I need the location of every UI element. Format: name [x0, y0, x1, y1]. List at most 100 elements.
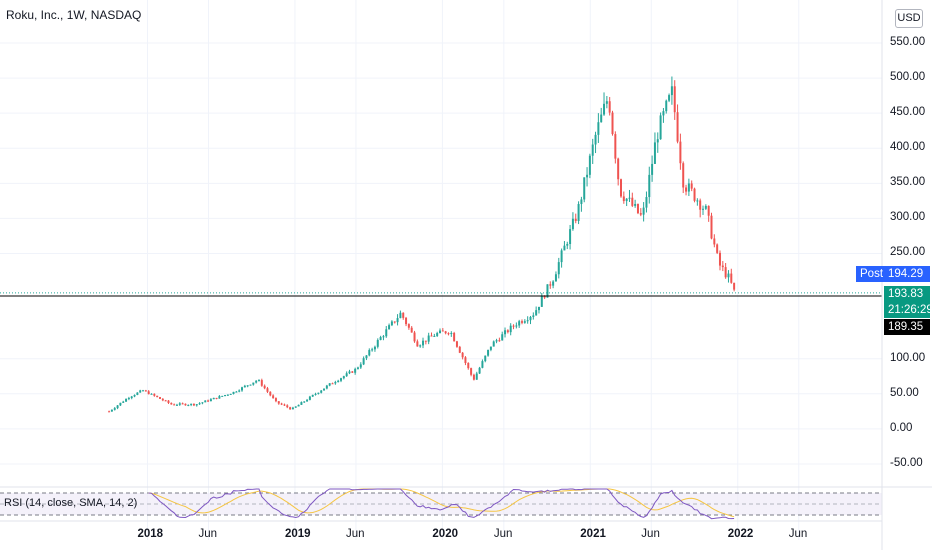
candle-body [249, 384, 252, 386]
candle-body [634, 203, 637, 206]
candle-body [379, 337, 382, 341]
candle-body [546, 284, 549, 298]
candle-body [359, 364, 362, 368]
candle-body [515, 325, 518, 327]
candle-body [314, 393, 317, 395]
candle-body [356, 367, 359, 369]
candle-body [362, 358, 365, 365]
candle-body [659, 115, 662, 140]
rsi-indicator-label[interactable]: RSI (14, close, SMA, 14, 2) [4, 497, 138, 509]
candle-body [142, 390, 145, 392]
candle-body [266, 388, 269, 392]
candle-body [518, 321, 521, 326]
candle-body [192, 403, 195, 406]
candle-body [665, 100, 668, 112]
candle-body [549, 284, 552, 286]
candle-body [557, 262, 560, 275]
candle-body [173, 404, 176, 406]
currency-button[interactable]: USD [895, 9, 923, 28]
candle-body [733, 282, 736, 290]
candle-body [540, 296, 543, 307]
candle-body [175, 404, 178, 406]
candle-body [311, 394, 314, 397]
candle-body [209, 399, 212, 402]
candle-body [461, 352, 464, 358]
candle-body [543, 296, 546, 298]
candle-body [569, 229, 572, 244]
candle-body [376, 340, 379, 347]
candle-body [198, 403, 201, 405]
candle-body [591, 144, 594, 156]
candle-body [427, 335, 430, 342]
candle-body [306, 399, 309, 402]
candle-body [597, 122, 600, 135]
candle-body [147, 391, 150, 395]
candle-body [696, 200, 699, 202]
rsi-pane [0, 488, 882, 520]
candle-body [257, 380, 260, 382]
price-candles [108, 76, 736, 413]
candle-body [645, 197, 648, 208]
candle-body [402, 312, 405, 318]
candle-body [495, 340, 498, 342]
chart-grid [0, 0, 882, 540]
y-tick-label: 500.00 [890, 71, 926, 84]
candle-body [413, 332, 416, 342]
candle-body [390, 321, 393, 326]
candle-body [487, 349, 490, 356]
candle-body [190, 403, 193, 405]
y-tick-label: 0.00 [890, 421, 913, 434]
candle-body [207, 400, 210, 402]
candle-body [178, 403, 181, 405]
candle-body [218, 396, 221, 399]
candle-body [628, 197, 631, 199]
candle-body [532, 315, 535, 317]
candle-body [622, 196, 625, 202]
candle-body [504, 330, 507, 335]
bar-countdown: 21:26:29 [884, 302, 932, 318]
candle-body [682, 163, 685, 188]
candle-body [648, 174, 651, 198]
candle-body [283, 404, 286, 406]
candle-body [433, 335, 436, 337]
x-tick-label: 2020 [432, 528, 458, 540]
candle-body [467, 362, 470, 369]
y-tick-label: 450.00 [890, 106, 926, 119]
candle-body [710, 215, 713, 239]
candle-body [685, 187, 688, 192]
candle-body [371, 349, 374, 351]
candle-body [478, 367, 481, 374]
candle-body [122, 401, 125, 403]
candle-body [221, 395, 224, 397]
candle-body [382, 336, 385, 338]
candle-body [668, 95, 671, 101]
post-market-price: 194.29 [884, 266, 930, 282]
candle-body [699, 200, 702, 210]
chart-title: Roku, Inc., 1W, NASDAQ [6, 8, 142, 22]
x-tick-label: Jun [788, 528, 808, 540]
x-tick-label: Jun [493, 528, 513, 540]
candle-body [139, 390, 142, 393]
candle-body [453, 333, 456, 342]
candle-body [631, 197, 634, 206]
y-tick-label: 400.00 [890, 141, 926, 154]
candle-body [730, 273, 733, 283]
candle-body [529, 316, 532, 321]
candle-body [472, 374, 475, 380]
candle-body [583, 177, 586, 200]
candle-body [523, 321, 526, 323]
candle-body [416, 341, 419, 347]
candle-body [481, 361, 484, 368]
candle-body [455, 341, 458, 347]
rsi-line [148, 488, 735, 520]
candle-body [424, 340, 427, 342]
x-tick-label: 2021 [580, 528, 606, 540]
candle-body [328, 383, 331, 386]
candle-body [345, 373, 348, 377]
candle-body [300, 402, 303, 405]
candle-body [308, 396, 311, 400]
candle-body [407, 324, 410, 328]
candle-body [184, 403, 187, 406]
candle-body [164, 400, 167, 402]
